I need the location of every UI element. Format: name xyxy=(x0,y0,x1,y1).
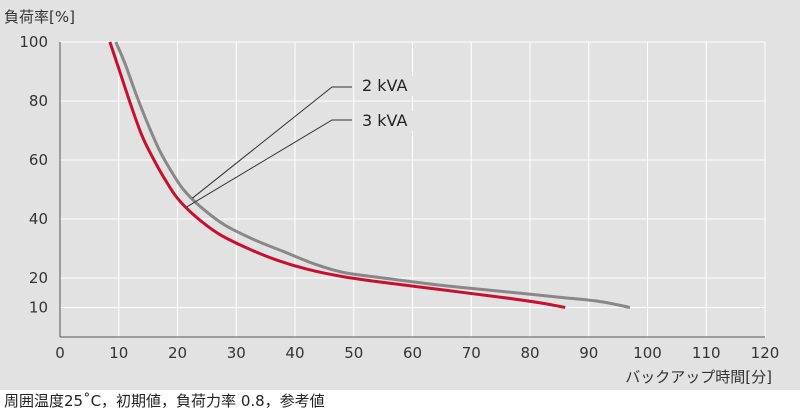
x-tick-label: 20 xyxy=(168,344,187,362)
x-tick-label: 0 xyxy=(55,344,65,362)
x-tick-label: 90 xyxy=(579,344,598,362)
y-tick-label: 10 xyxy=(29,299,48,317)
chart-background xyxy=(0,0,800,390)
x-tick-label: 80 xyxy=(520,344,539,362)
y-tick-label: 20 xyxy=(29,269,48,287)
legend: 2 kVA 3 kVA xyxy=(186,76,414,208)
series-layer xyxy=(108,41,631,309)
legend-leader-line xyxy=(191,86,352,199)
line-chart: 0 10 20 30 40 50 60 70 80 90 100 110 120 10 20 40 60 80 10… xyxy=(0,0,800,390)
axes: 0 10 20 30 40 50 60 70 80 90 100 110 120 10 20 40 60 80 10… xyxy=(19,33,779,362)
x-tick-label: 30 xyxy=(227,344,246,362)
chart-caption: 周囲温度25˚C，初期値，負荷力率 0.8，参考値 xyxy=(4,392,325,410)
legend-label-backdrop xyxy=(358,76,414,96)
x-tick-label: 50 xyxy=(344,344,363,362)
x-tick-label: 120 xyxy=(751,344,780,362)
x-tick-label: 70 xyxy=(462,344,481,362)
x-tick-label: 10 xyxy=(109,344,128,362)
y-tick-label: 100 xyxy=(19,33,48,51)
y-tick-label: 80 xyxy=(29,92,48,110)
x-tick-label: 100 xyxy=(633,344,662,362)
y-tick-label: 40 xyxy=(29,210,48,228)
x-tick-label: 110 xyxy=(692,344,721,362)
series-line-1 xyxy=(114,41,631,309)
legend-label: 2 kVA xyxy=(362,76,407,95)
series-line-2 xyxy=(108,41,566,309)
y-axis-title: 負荷率[%] xyxy=(4,8,75,26)
x-tick-label: 60 xyxy=(403,344,422,362)
x-tick-label: 40 xyxy=(285,344,304,362)
legend-label: 3 kVA xyxy=(362,111,407,130)
legend-leader-line xyxy=(186,119,352,208)
x-axis-title: バックアップ時間[分] xyxy=(625,368,772,386)
legend-label-backdrop xyxy=(358,111,414,131)
y-tick-label: 60 xyxy=(29,151,48,169)
